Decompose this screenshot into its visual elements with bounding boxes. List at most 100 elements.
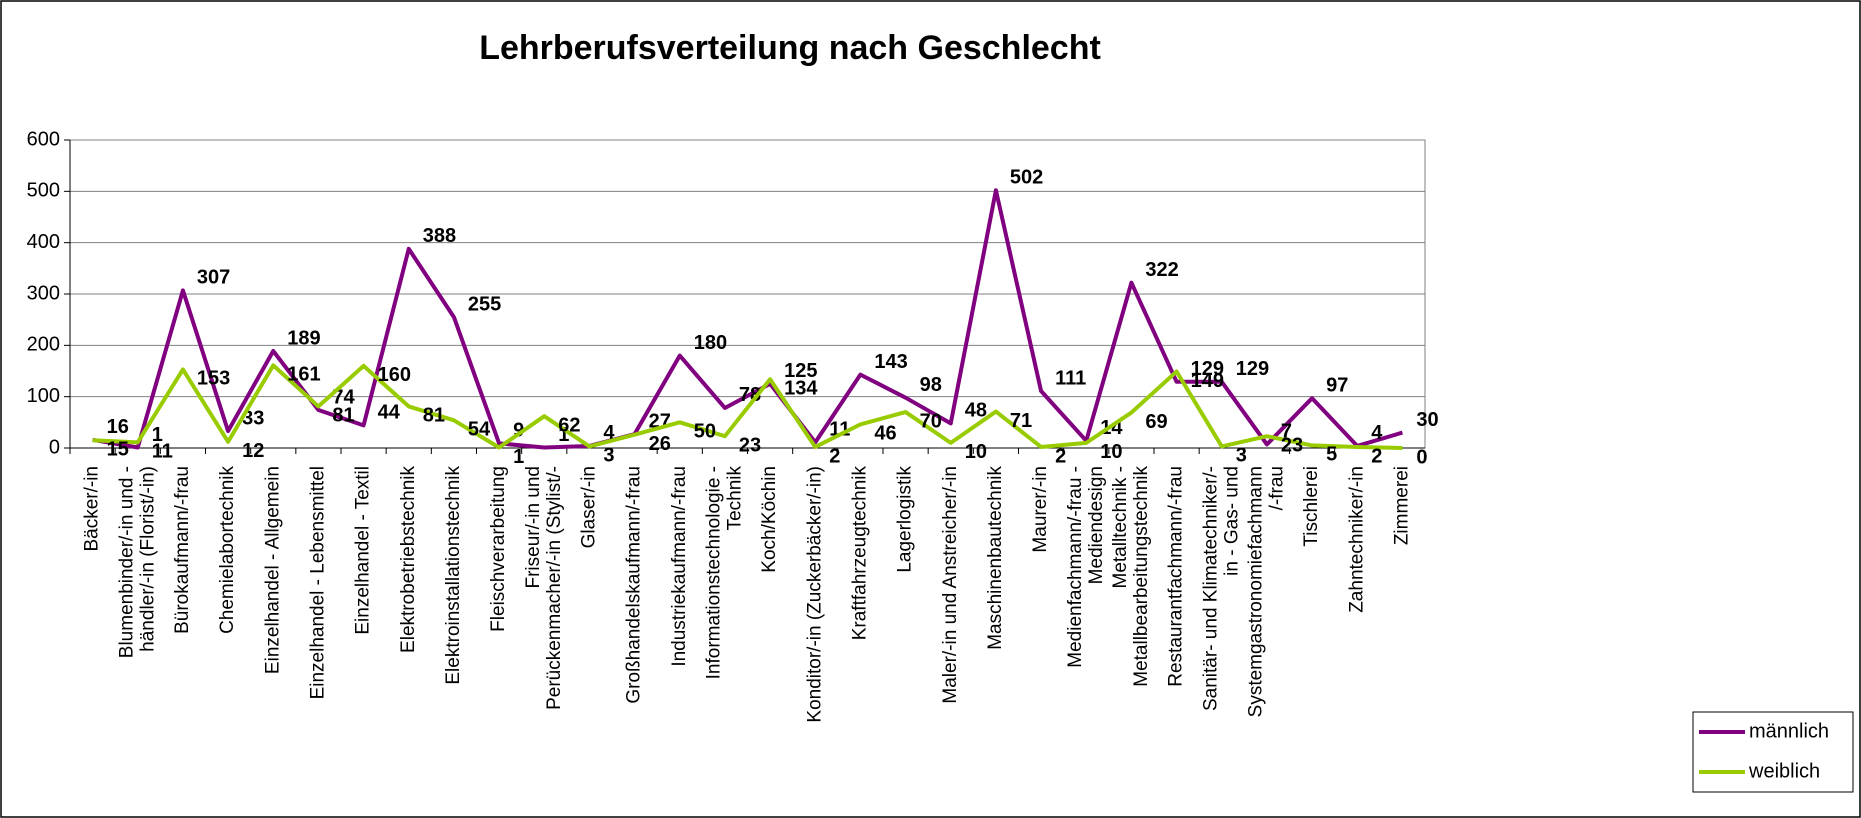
data-label: 160 [378, 364, 411, 386]
data-label: 26 [649, 433, 671, 455]
data-label: 62 [558, 414, 580, 436]
data-label: 2 [1055, 445, 1066, 467]
x-tick-label: Chemielabortechnik [217, 466, 238, 634]
x-tick-label: Maurer/-in [1030, 466, 1051, 553]
x-tick-label: Fleischverarbeitung [488, 466, 509, 632]
data-label: 12 [242, 440, 264, 462]
y-tick-label: 400 [27, 231, 60, 253]
data-label: 153 [197, 368, 230, 390]
x-tick-label: Konditor/-in (Zuckerbäcker/-in) [804, 466, 825, 723]
data-label: 10 [1100, 441, 1122, 463]
data-label: 125 [784, 360, 817, 382]
data-label: 81 [332, 405, 354, 427]
data-label: 388 [423, 225, 456, 247]
x-tick-label: Friseur/-in undPerückenmacher/-in (Styli… [523, 466, 565, 710]
x-tick-label: Industriekaufmann/-frau [669, 466, 690, 667]
y-tick-label: 500 [27, 180, 60, 202]
data-label: 7 [1281, 421, 1292, 443]
data-label: 189 [287, 327, 320, 349]
data-label: 97 [1326, 374, 1348, 396]
data-label: 111 [1055, 367, 1086, 389]
x-tick-label: Einzelhandel - Textil [353, 466, 374, 635]
data-label: 46 [874, 423, 896, 445]
data-label: 23 [739, 434, 761, 456]
series-line [92, 363, 1403, 450]
legend-label: weiblich [1748, 760, 1820, 782]
x-tick-label: Blumenbinder/-in und -händler/-in (Flori… [116, 466, 158, 658]
x-tick-label: Medienfachmann/-frau -Mediendesign [1065, 466, 1107, 668]
data-label: 30 [1416, 409, 1438, 431]
x-tick-label: Systemgastronomiefachmann/-frau [1245, 466, 1287, 717]
data-label: 50 [694, 421, 716, 443]
x-tick-label: Einzelhandel - Allgemein [262, 466, 283, 674]
data-label: 74 [332, 386, 355, 408]
x-tick-label: Großhandelskaufmann/-frau [624, 466, 645, 704]
x-tick-label: Maschinenbautechnik [985, 466, 1006, 650]
y-tick-label: 600 [27, 128, 60, 150]
x-tick-label: Sanitär- und Klimatechniker/-in - Gas- u… [1200, 466, 1242, 711]
data-label: 129 [1191, 358, 1224, 380]
data-label: 3 [603, 445, 614, 467]
data-label: 11 [152, 441, 173, 463]
data-label: 129 [1236, 358, 1269, 380]
y-tick-label: 200 [27, 334, 60, 356]
x-tick-label: Metalltechnik -Metallbearbeitungstechnik [1110, 466, 1152, 687]
data-label: 180 [694, 332, 727, 354]
data-label: 322 [1145, 259, 1178, 281]
x-tick-label: Glaser/-in [578, 466, 599, 548]
data-label: 502 [1010, 167, 1043, 189]
data-label: 71 [1010, 410, 1032, 432]
data-label: 1 [152, 424, 163, 446]
data-label: 307 [197, 267, 230, 289]
data-label: 16 [107, 416, 129, 438]
data-label: 98 [920, 374, 942, 396]
data-label: 9 [513, 420, 524, 442]
data-label: 1 [558, 424, 569, 446]
data-label: 149 [1191, 370, 1224, 392]
data-label: 2 [1371, 445, 1382, 467]
data-label: 134 [784, 377, 818, 399]
x-tick-label: Informationstechnologie -Technik [703, 466, 745, 680]
legend-box [1692, 711, 1854, 793]
data-label: 161 [287, 364, 320, 386]
data-label: 81 [423, 405, 445, 427]
x-tick-label: Einzelhandel - Lebensmittel [307, 466, 328, 699]
y-tick-label: 300 [27, 282, 60, 304]
x-tick-label: Lagerlogistik [895, 466, 916, 573]
data-label: 78 [739, 384, 761, 406]
x-tick-label: Zahntechniker/-in [1346, 466, 1367, 613]
data-label: 3 [1236, 445, 1247, 467]
data-label: 15 [107, 439, 129, 461]
x-tick-label: Kraftfahrzeugtechnik [849, 466, 870, 641]
data-label: 70 [920, 410, 942, 432]
x-tick-label: Zimmerei [1391, 466, 1412, 545]
data-label: 44 [378, 402, 401, 424]
data-label: 23 [1281, 434, 1303, 456]
chart-title: Lehrberufsverteilung nach Geschlecht [479, 29, 1101, 67]
x-tick-label: Bäcker/-in [82, 466, 103, 552]
data-label: 5 [1326, 444, 1337, 466]
x-tick-label: Bürokaufmann/-frau [172, 466, 193, 634]
data-label: 33 [242, 407, 264, 429]
data-label: 10 [965, 441, 987, 463]
data-label: 69 [1145, 411, 1167, 433]
data-label: 48 [965, 400, 987, 422]
data-label: 143 [874, 351, 907, 373]
x-tick-label: Tischlerei [1301, 466, 1322, 547]
y-tick-label: 0 [49, 436, 60, 458]
data-label: 4 [1371, 422, 1383, 444]
data-label: 0 [1416, 446, 1427, 468]
data-label: 54 [468, 419, 491, 441]
data-label: 1 [513, 446, 524, 468]
data-label: 2 [829, 445, 840, 467]
x-tick-label: Elektrobetriebstechnik [398, 466, 419, 653]
x-tick-label: Restaurantfachmann/-frau [1166, 466, 1187, 687]
data-label: 255 [468, 293, 501, 315]
x-tick-label: Maler/-in und Anstreicher/-in [940, 466, 961, 704]
legend-label: männlich [1749, 720, 1829, 742]
x-tick-label: Elektroinstallationstechnik [443, 466, 464, 685]
y-tick-label: 100 [27, 385, 60, 407]
x-tick-label: Koch/Köchin [759, 466, 780, 573]
